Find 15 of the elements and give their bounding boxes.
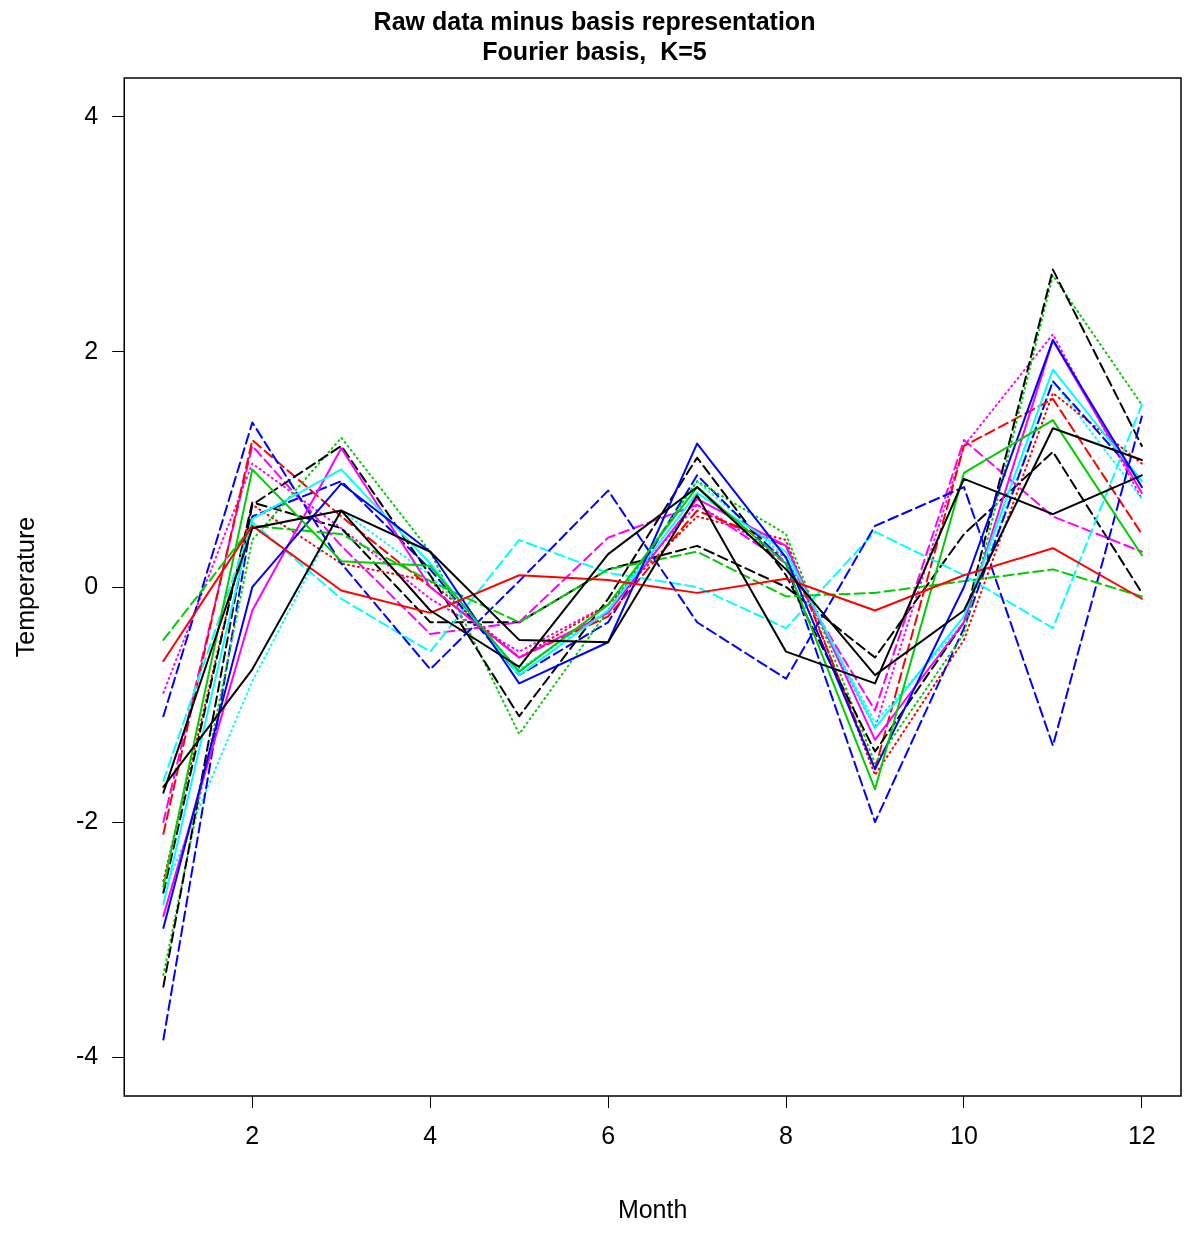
chart-title: Raw data minus basis representation <box>373 6 816 35</box>
chart-subtitle: Fourier basis, K=5 <box>482 36 707 65</box>
y-axis-title: Temperature <box>10 516 39 658</box>
x-tick-label: 2 <box>245 1120 260 1149</box>
x-tick-label: 6 <box>601 1120 616 1149</box>
x-tick-label: 8 <box>779 1120 793 1149</box>
y-tick-label: 2 <box>84 335 99 364</box>
x-axis-title: Month <box>617 1194 688 1223</box>
x-tick-label: 10 <box>950 1120 978 1149</box>
y-tick-label: 0 <box>84 570 99 599</box>
y-tick-label: 4 <box>84 100 99 129</box>
x-tick-label: 12 <box>1127 1120 1156 1149</box>
x-tick-label: 4 <box>423 1120 438 1149</box>
y-tick-label: -4 <box>75 1041 99 1070</box>
y-tick-label: -2 <box>75 805 99 834</box>
